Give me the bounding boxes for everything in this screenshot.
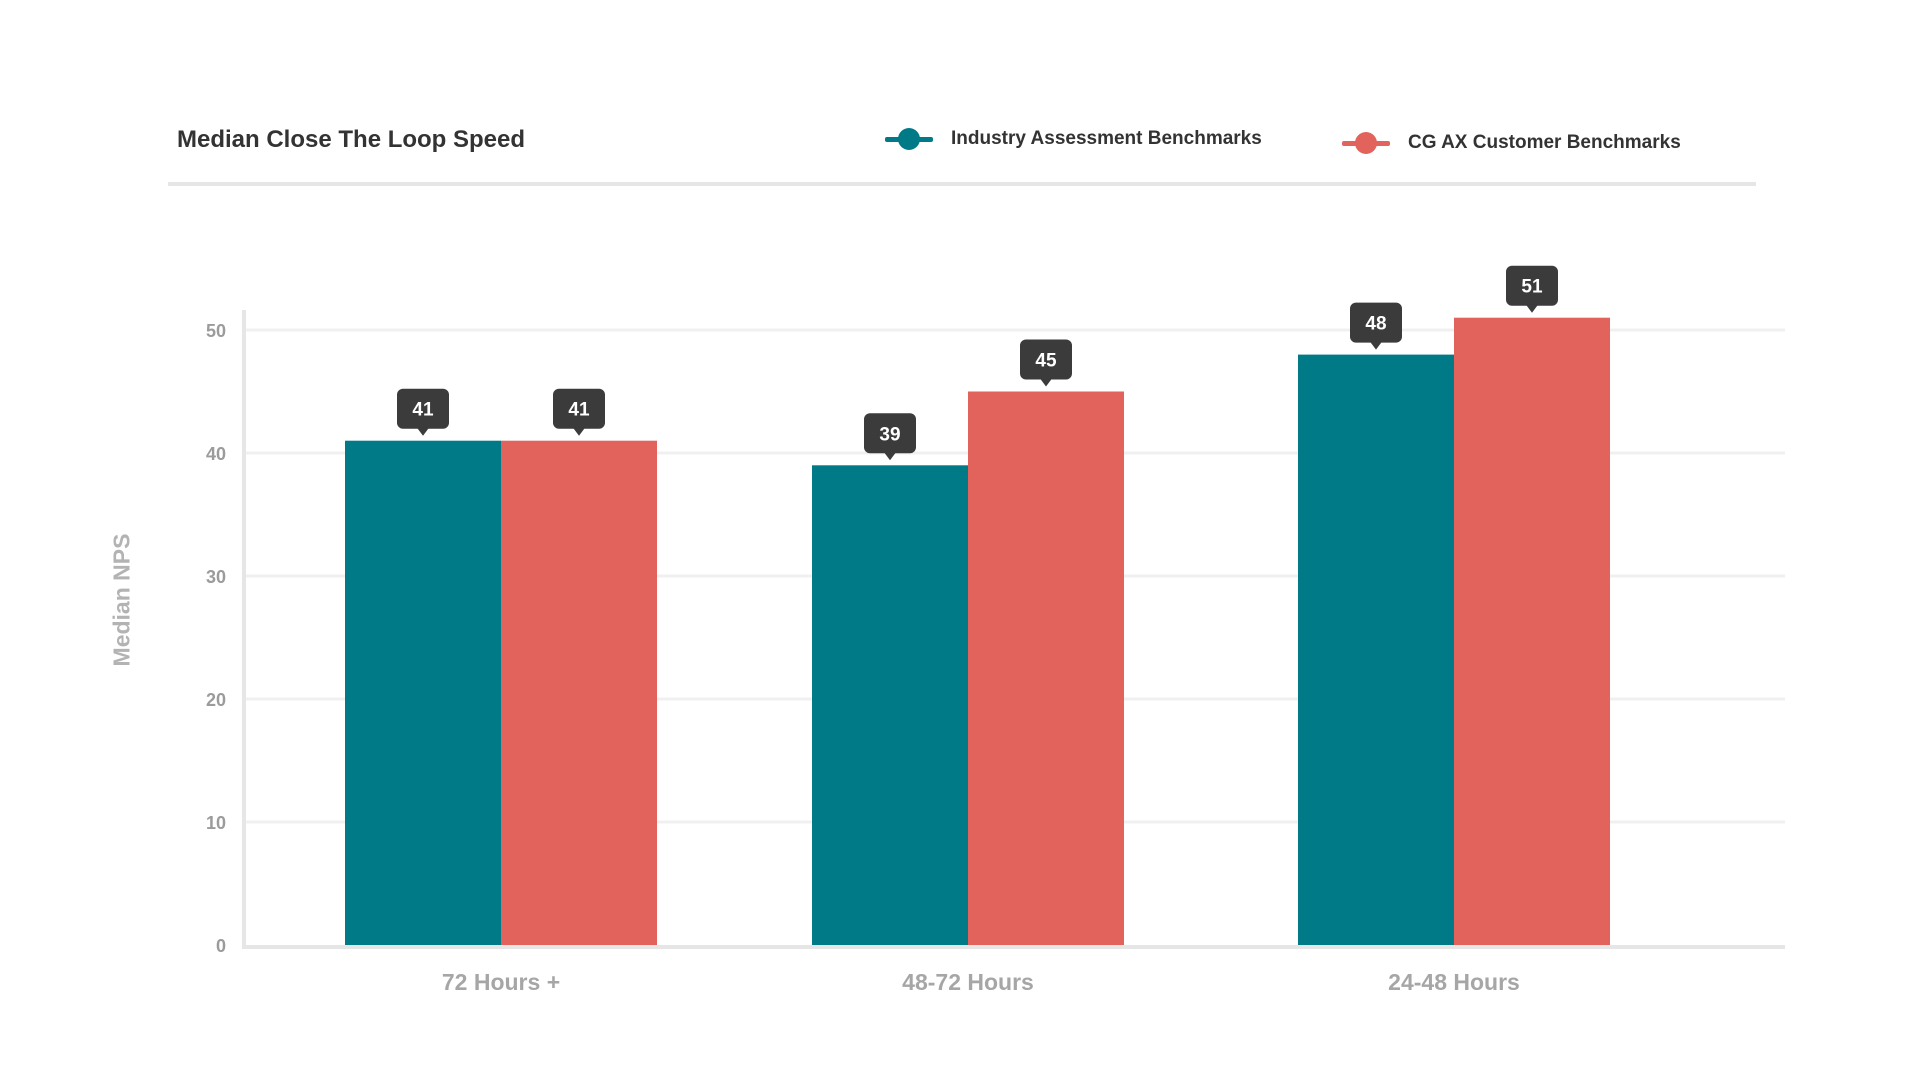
legend-marker-icon <box>1342 130 1390 156</box>
data-label-box <box>864 413 916 454</box>
data-label-pointer <box>417 427 429 436</box>
legend-dot <box>898 128 920 150</box>
x-tick-label: 48-72 Hours <box>902 969 1034 995</box>
data-label-pointer <box>884 452 896 461</box>
legend-marker-icon <box>885 126 933 152</box>
data-label-box <box>1020 339 1072 380</box>
legend-item-cg-ax[interactable]: CG AX Customer Benchmarks <box>1342 130 1681 156</box>
y-tick-label: 30 <box>206 567 226 587</box>
y-tick-label: 50 <box>206 321 226 341</box>
legend-label: Industry Assessment Benchmarks <box>951 128 1262 149</box>
data-label: 45 <box>1035 351 1057 372</box>
data-label-box <box>553 388 605 429</box>
data-label-box <box>397 388 449 429</box>
data-label-pointer <box>1370 341 1382 350</box>
data-label: 41 <box>568 400 590 421</box>
legend-item-industry[interactable]: Industry Assessment Benchmarks <box>885 126 1262 152</box>
data-label: 41 <box>412 400 434 421</box>
bar <box>968 391 1124 945</box>
y-tick-label: 40 <box>206 444 226 464</box>
bar <box>812 465 968 945</box>
data-label-box <box>1506 265 1558 306</box>
title-divider <box>168 182 1756 186</box>
x-tick-label: 24-48 Hours <box>1388 969 1520 995</box>
bar <box>345 440 501 945</box>
data-label-pointer <box>1040 378 1052 387</box>
y-tick-label: 0 <box>216 936 226 956</box>
data-label: 51 <box>1521 277 1543 298</box>
y-tick-label: 20 <box>206 690 226 710</box>
x-tick-label: 72 Hours + <box>442 969 560 995</box>
legend-dot <box>1355 132 1377 154</box>
bar <box>1298 354 1454 946</box>
data-label: 48 <box>1365 314 1386 335</box>
bar <box>501 440 657 945</box>
chart-title: Median Close The Loop Speed <box>177 126 526 153</box>
legend-label: CG AX Customer Benchmarks <box>1408 132 1681 153</box>
data-label-pointer <box>1526 304 1538 313</box>
data-label: 39 <box>879 424 900 445</box>
bar <box>1454 317 1610 945</box>
y-tick-label: 10 <box>206 813 226 833</box>
data-label-pointer <box>573 427 585 436</box>
data-label-box <box>1350 302 1402 343</box>
